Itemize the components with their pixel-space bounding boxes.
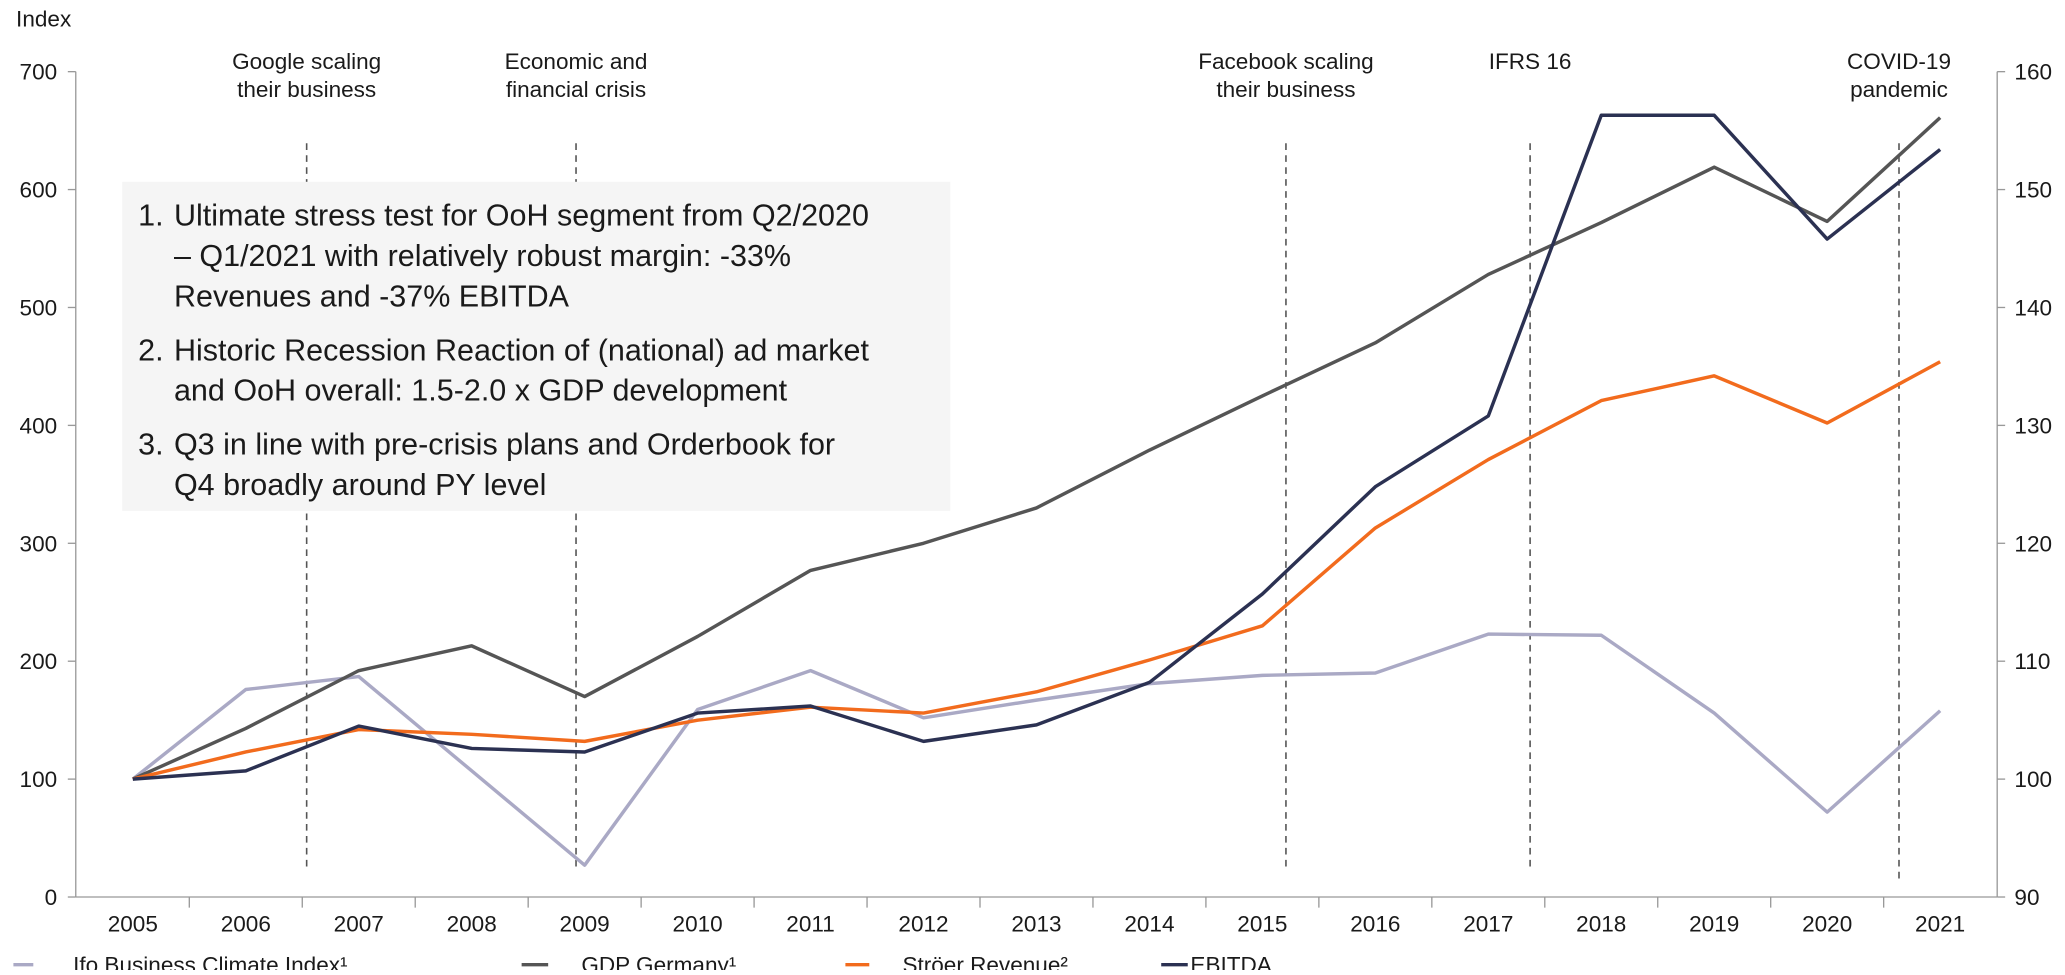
x-tick-label: 2020 — [1802, 912, 1852, 937]
note-number: 1. — [138, 199, 163, 233]
note-text: Historic Recession Reaction of (national… — [174, 333, 870, 367]
note-text: Q4 broadly around PY level — [174, 468, 546, 502]
y2-tick-label: 140 — [2014, 295, 2052, 320]
event-label: IFRS 16 — [1489, 49, 1572, 74]
y2-tick-label: 100 — [2014, 767, 2052, 792]
note-text: Revenues and -37% EBITDA — [174, 280, 570, 314]
legend-label: Ifo Business Climate Index¹ — [73, 953, 348, 970]
note-text: and OoH overall: 1.5-2.0 x GDP developme… — [174, 374, 788, 408]
x-tick-label: 2012 — [898, 912, 948, 937]
series-line — [132, 116, 1942, 781]
x-tick-label: 2016 — [1350, 912, 1400, 937]
x-tick-label: 2010 — [673, 912, 723, 937]
x-tick-label: 2019 — [1689, 912, 1739, 937]
y-tick-label: 100 — [20, 767, 58, 792]
x-tick-label: 2011 — [786, 912, 835, 937]
y-tick-label: 0 — [45, 885, 58, 910]
note-number: 2. — [138, 333, 163, 367]
series-line — [132, 360, 1941, 781]
y-tick-label: 200 — [20, 649, 58, 674]
axis-label: Index — [16, 7, 72, 32]
series-line — [132, 113, 1942, 781]
x-tick-label: 2014 — [1124, 912, 1174, 937]
legend-label: EBITDA — [1190, 953, 1271, 970]
event-label: Economic and — [505, 49, 648, 74]
note-text: – Q1/2021 with relatively robust margin:… — [174, 239, 791, 273]
event-label: pandemic — [1850, 77, 1948, 102]
y-tick-label: 700 — [20, 60, 58, 85]
y-tick-label: 600 — [20, 178, 58, 203]
event-label: Facebook scaling — [1198, 49, 1373, 74]
event-label: COVID-19 — [1847, 49, 1951, 74]
note-number: 3. — [138, 427, 163, 461]
y2-tick-label: 150 — [2014, 178, 2052, 203]
y2-tick-label: 130 — [2014, 413, 2052, 438]
event-label: their business — [1216, 77, 1355, 102]
series-line — [131, 632, 1942, 867]
x-tick-label: 2008 — [447, 912, 497, 937]
x-tick-label: 2013 — [1011, 912, 1061, 937]
note-box — [122, 181, 951, 511]
legend-label: GDP Germany¹ — [581, 953, 736, 970]
x-tick-label: 2017 — [1463, 912, 1513, 937]
y2-tick-label: 160 — [2014, 60, 2052, 85]
x-tick-label: 2018 — [1576, 912, 1626, 937]
x-tick-label: 2015 — [1237, 912, 1287, 937]
y2-tick-label: 120 — [2014, 531, 2052, 556]
event-label: Google scaling — [232, 49, 381, 74]
x-tick-label: 2009 — [560, 912, 610, 937]
y-tick-label: 300 — [20, 531, 58, 556]
y2-tick-label: 110 — [2014, 649, 2050, 674]
note-text: Ultimate stress test for OoH segment fro… — [174, 199, 869, 233]
x-tick-label: 2021 — [1915, 912, 1965, 937]
y-tick-label: 400 — [20, 413, 58, 438]
x-tick-label: 2005 — [108, 912, 158, 937]
x-tick-label: 2006 — [221, 912, 271, 937]
event-label: their business — [237, 77, 376, 102]
y-tick-label: 500 — [20, 295, 58, 320]
event-label: financial crisis — [506, 77, 646, 102]
y2-tick-label: 90 — [2014, 885, 2039, 910]
note-text: Q3 in line with pre-crisis plans and Ord… — [174, 427, 835, 461]
x-tick-label: 2007 — [334, 912, 384, 937]
legend-label: Ströer Revenue² — [902, 953, 1068, 970]
